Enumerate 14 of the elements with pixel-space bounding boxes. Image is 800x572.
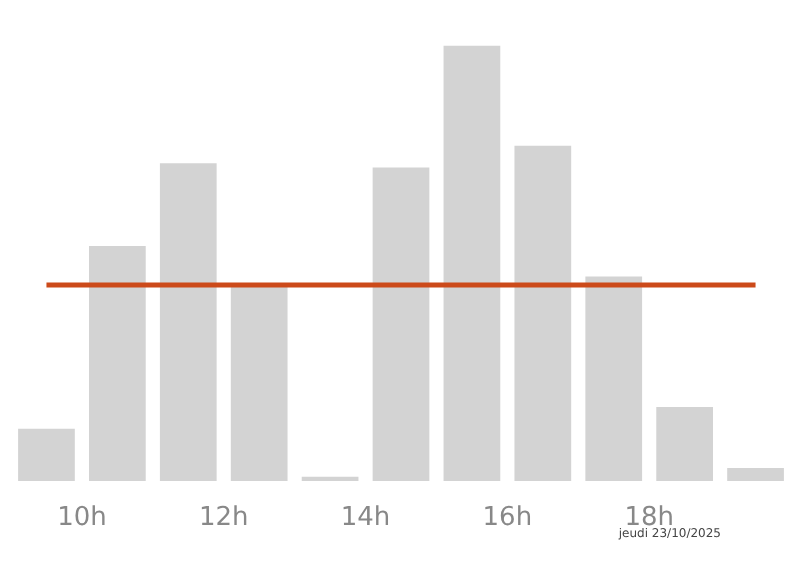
bar (372, 167, 430, 481)
bar (18, 428, 75, 481)
bar (159, 163, 217, 481)
bar (89, 245, 146, 481)
x-tick-label: 12h (198, 503, 249, 533)
bar (230, 285, 288, 481)
bar (443, 45, 501, 481)
bar (656, 407, 713, 481)
bar (585, 276, 643, 481)
x-tick-label: 14h (340, 503, 391, 533)
x-tick-label: 10h (57, 503, 107, 533)
bar (514, 145, 572, 481)
x-tick-label: 16h (482, 503, 533, 533)
bar (727, 467, 784, 481)
